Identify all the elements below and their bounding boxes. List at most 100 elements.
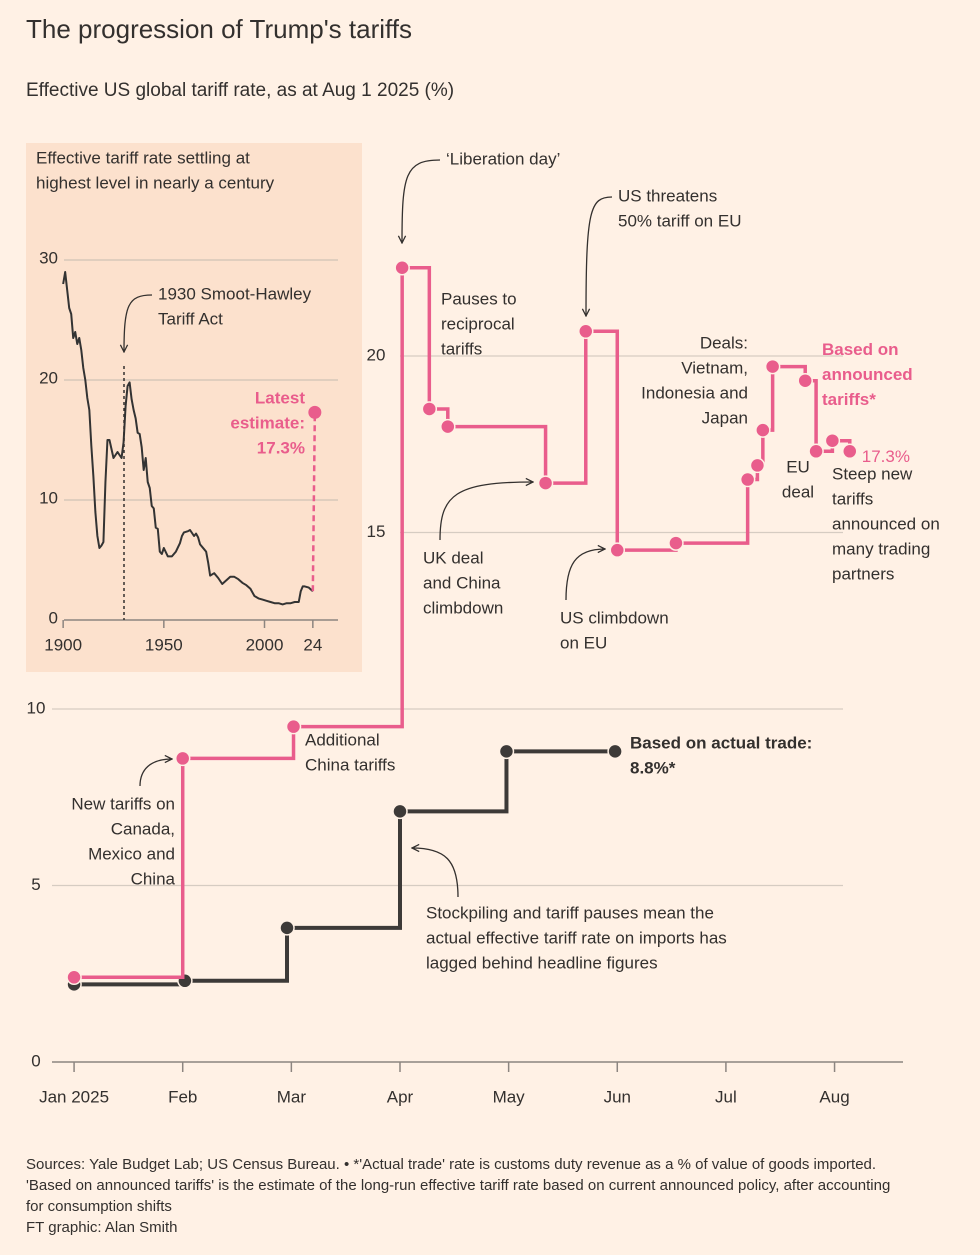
data-point bbox=[279, 920, 295, 936]
series-label: Based on actual trade: bbox=[630, 733, 812, 752]
data-point bbox=[498, 743, 515, 760]
arrow bbox=[139, 759, 172, 787]
inset-title: Effective tariff rate settling at bbox=[36, 148, 250, 167]
y-tick-label: 5 bbox=[31, 875, 40, 894]
data-point bbox=[842, 443, 858, 460]
series-label-line: announced bbox=[822, 365, 913, 384]
arrow bbox=[124, 294, 153, 352]
data-point bbox=[285, 718, 302, 735]
annotation: US climbdown bbox=[560, 608, 669, 627]
series-label-line: tariffs* bbox=[822, 390, 876, 409]
data-point bbox=[66, 969, 82, 986]
y-tick-label: 20 bbox=[39, 368, 58, 387]
y-tick-label: 10 bbox=[39, 488, 58, 507]
annotation: 17.3% bbox=[257, 438, 305, 457]
y-tick-label: 10 bbox=[27, 698, 46, 717]
y-tick-label: 0 bbox=[31, 1051, 40, 1070]
x-tick-label: Apr bbox=[387, 1087, 414, 1106]
annotation: reciprocal bbox=[441, 314, 515, 333]
x-tick-label: 1900 bbox=[44, 635, 82, 654]
annotation: climbdown bbox=[423, 598, 503, 617]
annotation: New tariffs on bbox=[71, 794, 175, 813]
footnote: Sources: Yale Budget Lab; US Census Bure… bbox=[26, 1156, 876, 1173]
data-point bbox=[749, 457, 766, 474]
x-tick-label: Jun bbox=[604, 1087, 631, 1106]
inset-title: highest level in nearly a century bbox=[36, 173, 275, 192]
annotation: Steep new bbox=[832, 464, 913, 483]
annotation: actual effective tariff rate on imports … bbox=[426, 928, 727, 947]
annotation: Vietnam, bbox=[681, 358, 748, 377]
annotation: ‘Liberation day’ bbox=[446, 149, 560, 168]
data-point bbox=[578, 323, 594, 340]
annotation: Pauses to bbox=[441, 289, 517, 308]
data-point bbox=[764, 358, 781, 375]
arrow bbox=[565, 549, 605, 601]
chart-title: The progression of Trump's tariffs bbox=[26, 14, 412, 44]
arrow bbox=[402, 159, 441, 243]
x-tick-label: 1950 bbox=[145, 635, 183, 654]
data-point bbox=[609, 542, 626, 558]
annotation: estimate: bbox=[230, 413, 305, 432]
annotation: Latest bbox=[255, 388, 305, 407]
y-tick-label: 20 bbox=[367, 345, 386, 364]
annotation: Tariff Act bbox=[158, 309, 223, 328]
data-point bbox=[739, 471, 756, 488]
annotation: tariffs bbox=[441, 339, 482, 358]
arrow bbox=[412, 848, 459, 898]
value-label: 8.8%* bbox=[630, 758, 676, 777]
x-tick-label: 2000 bbox=[246, 635, 284, 654]
annotation: Canada, bbox=[111, 819, 175, 838]
annotation: partners bbox=[832, 564, 894, 583]
footnote: for consumption shifts bbox=[26, 1198, 172, 1215]
annotation: Additional bbox=[305, 730, 380, 749]
annotation: China tariffs bbox=[305, 755, 395, 774]
chart-subtitle: Effective US global tariff rate, as at A… bbox=[26, 80, 454, 101]
annotation: US threatens bbox=[618, 186, 717, 205]
x-tick-label: May bbox=[493, 1087, 526, 1106]
x-tick-label: 24 bbox=[303, 635, 322, 654]
annotation: tariffs bbox=[832, 489, 873, 508]
main-plot: 0 5 10 15 20 Jan 2025 Feb Mar Apr May Jun Jul Aug Bas… bbox=[26, 149, 940, 1235]
data-point bbox=[668, 535, 684, 551]
x-tick-label: Feb bbox=[168, 1087, 197, 1106]
annotation: and China bbox=[423, 573, 501, 592]
annotation: Indonesia and bbox=[641, 383, 748, 402]
line bbox=[62, 271, 314, 606]
annotation: Japan bbox=[702, 408, 748, 427]
data-point bbox=[421, 401, 438, 417]
annotation: many trading bbox=[832, 539, 930, 558]
series-label: Based on announced tariffs* bbox=[822, 340, 913, 409]
data-point bbox=[797, 372, 813, 389]
footnote: FT graphic: Alan Smith bbox=[26, 1219, 177, 1236]
annotation: on EU bbox=[560, 633, 607, 652]
data-point bbox=[394, 260, 410, 276]
data-point bbox=[392, 803, 408, 820]
data-point bbox=[537, 475, 554, 491]
annotation: 1930 Smoot-Hawley bbox=[158, 284, 312, 303]
series-label-line: Based on bbox=[822, 340, 899, 359]
arrow bbox=[586, 196, 613, 316]
y-tick-label: 0 bbox=[49, 608, 58, 627]
data-point bbox=[440, 418, 456, 435]
step-line bbox=[74, 749, 616, 987]
data-point bbox=[824, 432, 841, 449]
annotation: China bbox=[131, 869, 176, 888]
annotation: Deals: bbox=[700, 333, 748, 352]
data-point bbox=[808, 443, 824, 460]
annotation: 50% tariff on EU bbox=[618, 211, 741, 230]
footnote: 'Based on announced tariffs' is the esti… bbox=[26, 1177, 890, 1194]
data-point bbox=[308, 405, 322, 419]
y-tick-label: 15 bbox=[367, 522, 386, 541]
annotation: Mexico and bbox=[88, 844, 175, 863]
x-tick-label: Jul bbox=[715, 1087, 737, 1106]
annotation: announced on bbox=[832, 514, 940, 533]
data-point bbox=[174, 750, 191, 767]
annotation: EU bbox=[786, 457, 810, 476]
x-tick-label: Mar bbox=[277, 1087, 307, 1106]
value-label: 17.3% bbox=[862, 447, 910, 466]
arrow bbox=[439, 482, 533, 541]
annotation: deal bbox=[782, 482, 814, 501]
data-point bbox=[755, 422, 771, 438]
annotation: lagged behind headline figures bbox=[426, 953, 658, 972]
